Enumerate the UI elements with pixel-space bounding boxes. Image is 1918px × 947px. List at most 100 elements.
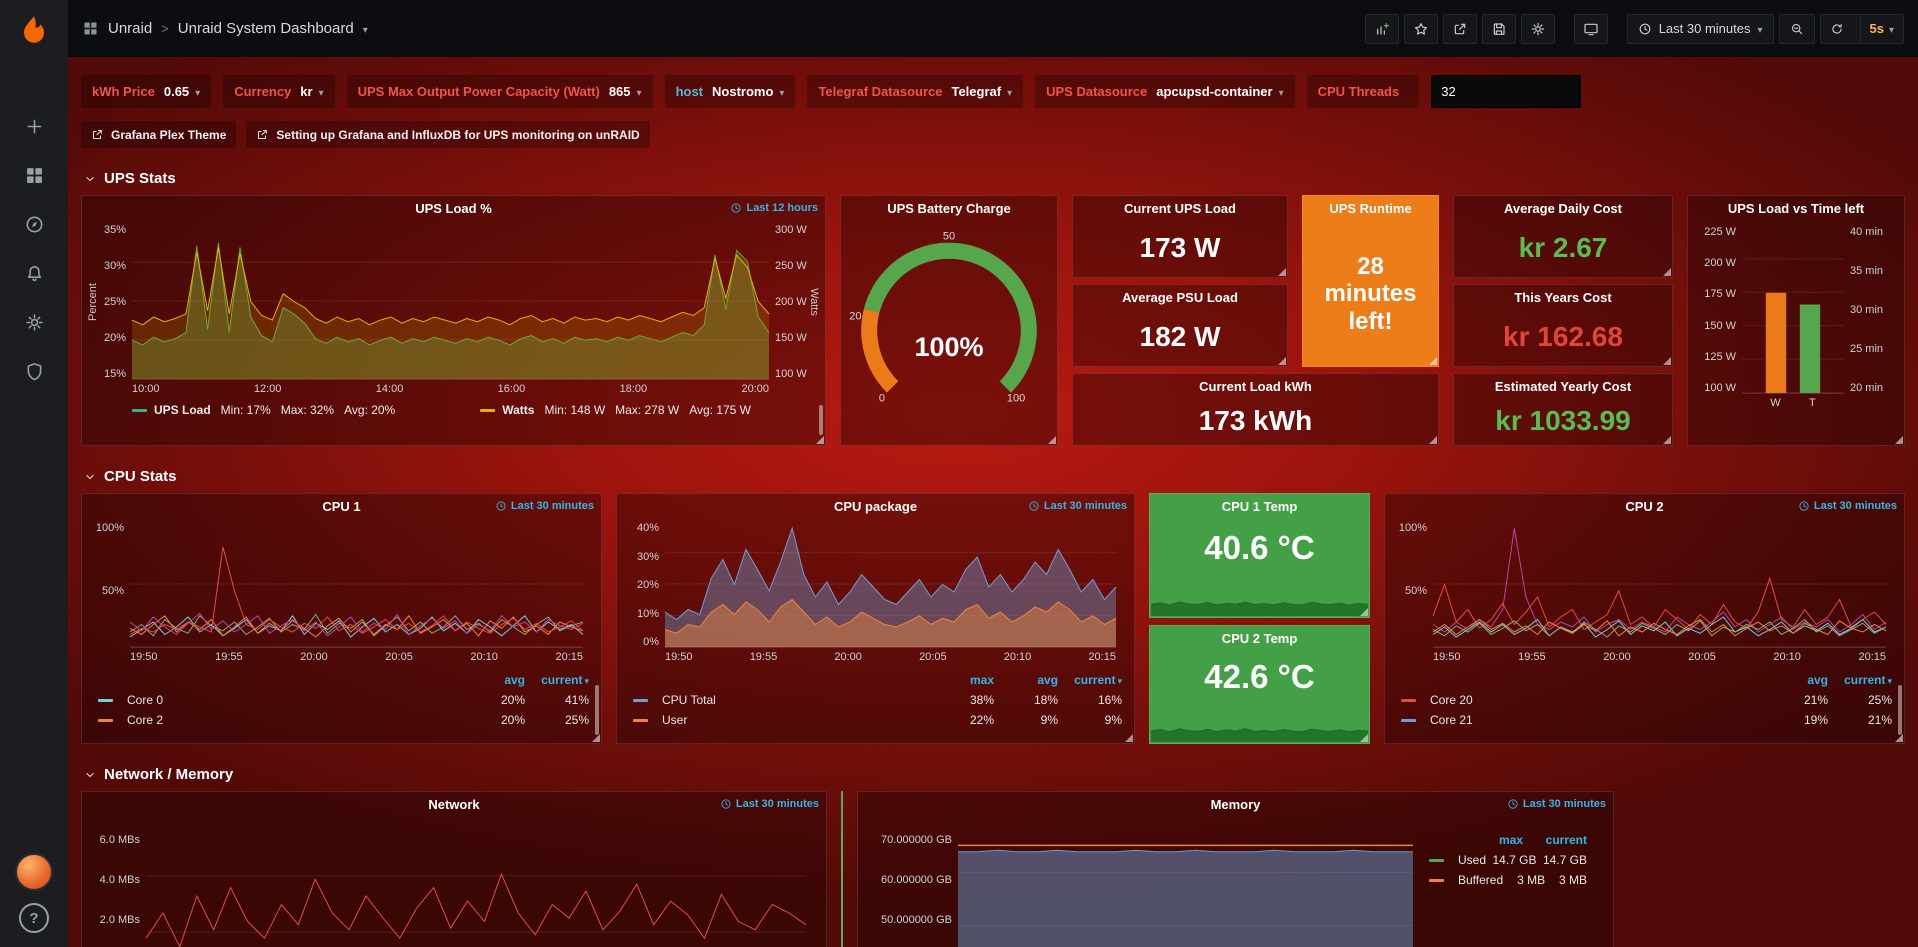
panel-title[interactable]: Estimated Yearly Cost <box>1494 379 1632 394</box>
refresh-button[interactable] <box>1821 15 1853 43</box>
help-icon[interactable]: ? <box>19 903 49 933</box>
panel-title[interactable]: UPS Runtime <box>1329 201 1412 216</box>
variable-value-dropdown[interactable]: kr <box>300 84 323 99</box>
panel-estimated-yearly-cost: Estimated Yearly Cost kr 1033.99 <box>1453 373 1673 446</box>
zoom-out-button[interactable] <box>1778 13 1815 44</box>
legend-col-avg[interactable]: avg <box>504 673 525 687</box>
dashboard-content: kWh Price 0.65 Currency kr UPS Max Outpu… <box>68 57 1918 947</box>
dashboards-icon[interactable] <box>0 151 68 200</box>
explore-compass-icon[interactable] <box>0 200 68 249</box>
dashboard-settings-gear-icon[interactable] <box>1520 13 1555 44</box>
panel-cpu-package: CPU package Last 30 minutes 40% 30% 20% … <box>616 493 1135 744</box>
panel-title[interactable]: CPU package <box>833 499 918 514</box>
panel-title[interactable]: Average Daily Cost <box>1503 201 1622 216</box>
legend-header: avg current <box>98 670 589 690</box>
link-grafana-plex-theme[interactable]: Grafana Plex Theme <box>81 121 237 148</box>
share-dashboard-icon[interactable] <box>1442 13 1477 44</box>
panel-title[interactable]: CPU 2 <box>1625 499 1664 514</box>
breadcrumb-dashboard[interactable]: Unraid System Dashboard <box>177 20 354 37</box>
dashboard-links: Grafana Plex Theme Setting up Grafana an… <box>81 121 1905 148</box>
variable-value-dropdown[interactable]: Telegraf <box>951 84 1012 99</box>
scrollbar[interactable] <box>1898 685 1902 735</box>
breadcrumb-app[interactable]: Unraid <box>108 20 153 37</box>
server-admin-shield-icon[interactable] <box>0 347 68 396</box>
cycle-view-monitor-icon[interactable] <box>1573 13 1608 44</box>
row-header-ups-stats[interactable]: UPS Stats <box>83 170 1905 187</box>
legend-color <box>633 698 648 702</box>
legend-col-current[interactable]: current <box>1828 673 1892 687</box>
panel-title[interactable]: Average PSU Load <box>1122 290 1238 305</box>
panel-title[interactable]: Current UPS Load <box>1124 201 1236 216</box>
cpu-package-graph[interactable] <box>664 522 1117 648</box>
panel-title[interactable]: Network <box>428 797 480 812</box>
scrollbar[interactable] <box>595 685 599 735</box>
grafana-logo-icon[interactable] <box>0 0 68 57</box>
panel-title[interactable]: CPU 1 <box>322 499 361 514</box>
alerting-bell-icon[interactable] <box>0 249 68 298</box>
panel-title[interactable]: Current Load kWh <box>1199 379 1312 394</box>
row-header-network-memory[interactable]: Network / Memory <box>83 766 1905 783</box>
variable-value-dropdown[interactable]: 0.65 <box>164 84 200 99</box>
stat-value: 42.6 °C <box>1204 657 1315 695</box>
user-avatar[interactable] <box>15 853 53 891</box>
variable-value-dropdown[interactable]: apcupsd-container <box>1156 84 1283 99</box>
legend-row-buffered: Buffered 3 MB 3 MB <box>1429 870 1587 890</box>
clock-icon <box>1508 799 1518 809</box>
stat-value: 182 W <box>1139 320 1221 352</box>
legend-col-avg[interactable]: avg <box>1807 673 1828 687</box>
stat-value: kr 2.67 <box>1518 231 1608 263</box>
cpu-threads-input[interactable] <box>1431 75 1582 108</box>
sort-caret-icon <box>582 673 589 687</box>
panel-memory: Memory Last 30 minutes 70.000000 GB 60.0… <box>857 791 1614 947</box>
network-graph[interactable] <box>145 820 807 947</box>
time-range-picker[interactable]: Last 30 minutes <box>1626 13 1774 44</box>
gauge-value: 100% <box>914 332 984 363</box>
legend-col-current[interactable]: current <box>1545 833 1587 847</box>
help-glyph: ? <box>29 909 39 927</box>
legend-item-ups-load[interactable]: UPS Load Min: 17% Max: 32% Avg: 20% <box>132 403 405 417</box>
refresh-interval-button[interactable]: 5s <box>1859 14 1904 43</box>
scrollbar[interactable] <box>819 405 823 435</box>
time-range-label: Last 30 minutes <box>1658 21 1751 36</box>
row-header-cpu-stats[interactable]: CPU Stats <box>83 468 1905 485</box>
panel-title[interactable]: UPS Battery Charge <box>887 201 1011 216</box>
legend-col-avg[interactable]: avg <box>1037 673 1058 687</box>
save-dashboard-icon[interactable] <box>1481 13 1516 44</box>
panel-title[interactable]: CPU 1 Temp <box>1221 499 1298 514</box>
legend-col-current[interactable]: current <box>1058 673 1122 687</box>
ups-load-vs-time-bars[interactable] <box>1742 226 1844 394</box>
panel-title[interactable]: UPS Load % <box>415 201 492 216</box>
add-panel-button[interactable] <box>1364 13 1399 44</box>
memory-graph[interactable] <box>958 820 1413 947</box>
cpu1-graph[interactable] <box>129 522 584 648</box>
panel-title[interactable]: CPU 2 Temp <box>1221 631 1298 646</box>
legend-color <box>1401 718 1416 722</box>
variable-kwh-price: kWh Price 0.65 <box>81 75 212 108</box>
battery-gauge[interactable]: 0 20 50 100 100% <box>847 226 1051 416</box>
panel-title[interactable]: Memory <box>1210 797 1261 812</box>
legend-row-core21: Core 21 19% 21% <box>1401 710 1892 730</box>
chevron-down-icon <box>637 84 642 99</box>
ups-load-graph[interactable] <box>131 224 770 380</box>
cpu2-graph[interactable] <box>1432 522 1887 648</box>
panel-title[interactable]: UPS Load vs Time left <box>1727 201 1865 216</box>
legend-col-max[interactable]: max <box>1498 833 1523 847</box>
create-icon[interactable] <box>0 102 68 151</box>
legend-item-watts[interactable]: Watts Min: 148 W Max: 278 W Avg: 175 W <box>480 403 761 417</box>
star-icon[interactable] <box>1403 13 1438 44</box>
chevron-down-icon[interactable] <box>363 20 368 37</box>
variable-value-dropdown[interactable]: 865 <box>609 84 642 99</box>
variable-label: Currency <box>234 84 292 99</box>
legend-col-max[interactable]: max <box>969 673 994 687</box>
configuration-gear-icon[interactable] <box>0 298 68 347</box>
link-ups-monitoring-guide[interactable]: Setting up Grafana and InfluxDB for UPS … <box>246 121 650 148</box>
legend-col-current[interactable]: current <box>525 673 589 687</box>
panel-title[interactable]: This Years Cost <box>1514 290 1612 305</box>
variable-value-dropdown[interactable]: Nostromo <box>712 84 784 99</box>
legend-row-core20: Core 20 21% 25% <box>1401 690 1892 710</box>
y-axis-left: 35% 30% 25% 20% 15% <box>103 224 126 380</box>
chevron-down-icon <box>319 84 324 99</box>
legend-header: max avg current <box>633 670 1122 690</box>
panel-current-ups-load: Current UPS Load 173 W <box>1072 195 1288 278</box>
legend-table: max current Used 14.7 GB 14.7 GB Buffere… <box>1429 826 1593 947</box>
